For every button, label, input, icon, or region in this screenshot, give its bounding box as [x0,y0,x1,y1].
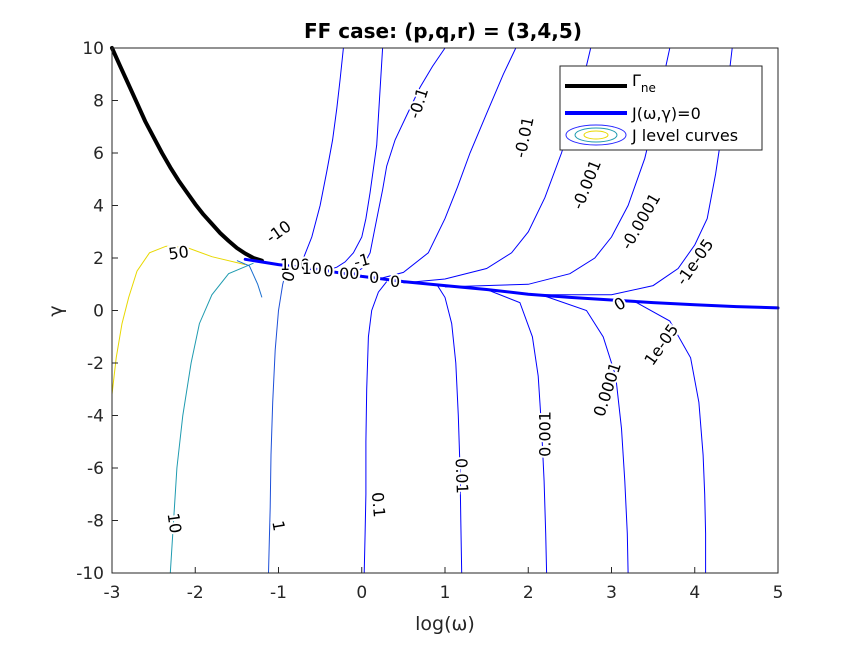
y-tick-label-3: -4 [87,407,104,427]
contour-label-5: -10 [262,217,294,248]
x-tick-label-5: 2 [523,583,534,603]
contour-0-001-9 [486,289,548,574]
contour-label-4: -1e-05 [672,235,717,288]
x-tick-label-4: 1 [440,583,451,603]
legend-swatch-level-curves [565,124,627,146]
contour-label-21: 0 [369,268,379,287]
legend-label-gamma-ne: Γne [632,71,656,95]
contour-label-9: 0 [611,293,629,315]
contour-label-7: 50 [167,242,190,264]
legend-label-gamma-main: Γ [632,71,641,90]
y-tick-label-1: -8 [87,512,104,532]
contour-label-0: -0.1 [405,85,433,121]
contour-1-12 [268,268,288,574]
y-axis-label: γ [45,305,67,316]
y-tick-label-7: 4 [93,197,104,217]
contour-label-18: 10 [302,259,322,278]
contour-0-1-7 [363,281,388,574]
x-tick-label-8: 5 [773,583,784,603]
contour-label-10: 1e-05 [640,320,682,369]
y-tick-label-9: 8 [93,92,104,112]
contour-0-01-1 [378,47,517,280]
contour-lines [111,47,733,574]
y-tick-label-2: -6 [87,459,104,479]
x-tick-label-7: 4 [689,583,700,603]
contour-10-13 [169,262,254,574]
series-lines [110,46,780,310]
y-tick-label-6: 2 [93,249,104,269]
contour-label-3: -0.0001 [617,190,664,253]
contour-label-15: 1 [268,519,288,532]
contour-0-0001-10 [544,295,629,574]
series-j-zero [243,257,780,310]
contour-label-16: 10 [164,512,186,535]
contour-label-1: -0.01 [511,115,538,159]
y-tick-label-4: -2 [87,354,104,374]
y-tick-label-10: 10 [82,39,104,59]
contour-label-22: 0 [390,272,400,291]
contour-label-19: 0 [323,262,333,281]
legend-box [559,65,763,151]
x-tick-label-1: -2 [187,583,204,603]
y-tick-label-8: 6 [93,144,104,164]
contour-label-14: 0.1 [368,491,389,518]
contour-0-01-8 [436,284,463,574]
contour-50-14 [111,245,246,395]
contour-0-1-0 [353,47,446,275]
x-tick-label-6: 3 [606,583,617,603]
contour-label-20: 00 [339,264,359,283]
contour-10-6 [294,47,344,267]
contour-0-15 [236,260,263,298]
x-tick-label-2: -1 [270,583,287,603]
contour-label-13: 0.01 [452,458,472,494]
chart-title: FF case: (p,q,r) = (3,4,5) [304,19,582,43]
y-tick-label-5: 0 [93,302,104,322]
contour-labels: -0.1-0.01-0.001-0.0001-1e-05-10-150001e-… [162,83,720,536]
contour-1-5 [328,47,384,271]
contour-label-17: 100 [280,255,311,274]
x-axis-label: log(ω) [415,613,475,635]
legend-label-j-zero: J(ω,γ)=0 [631,104,701,123]
contour-label-12: 0.001 [535,411,554,457]
legend: Γne J(ω,γ)=0 J level curves [559,65,763,151]
y-tick-label-0: -10 [76,564,104,584]
series-gamma-ne [110,46,264,263]
x-tick-label-3: 0 [356,583,367,603]
x-tick-label-0: -3 [104,583,121,603]
legend-label-gamma-sub: ne [641,81,656,95]
contour-1e-05-11 [636,302,707,573]
contour-label-2: -0.001 [568,157,605,212]
legend-label-level-curves: J level curves [631,126,738,145]
